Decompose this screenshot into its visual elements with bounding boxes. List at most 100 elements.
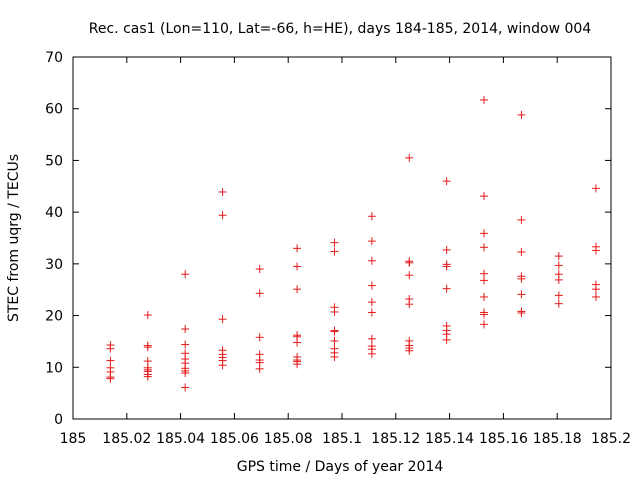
- y-tick-label: 60: [45, 102, 63, 118]
- data-point: [367, 298, 376, 307]
- data-point: [293, 262, 302, 271]
- data-point: [330, 352, 339, 361]
- data-point: [367, 237, 376, 246]
- data-point: [554, 291, 563, 300]
- data-point: [293, 360, 302, 369]
- data-point: [405, 346, 414, 355]
- x-axis: 185 185.02 185.04 185.06 185.08 185.1 185.12 18…: [60, 57, 631, 447]
- data-point: [330, 327, 339, 336]
- x-tick-label: 185.1: [322, 431, 362, 447]
- x-tick-label: 185.04: [156, 431, 205, 447]
- y-tick-label: 50: [45, 153, 63, 169]
- data-point: [367, 281, 376, 290]
- data-point: [143, 357, 152, 366]
- data-point: [442, 284, 451, 293]
- data-point: [330, 247, 339, 256]
- x-tick-label: 185.2: [591, 431, 631, 447]
- data-point: [330, 307, 339, 316]
- x-tick-label: 185: [60, 431, 87, 447]
- data-point: [255, 289, 264, 298]
- x-tick-label: 185.12: [371, 431, 420, 447]
- data-point: [143, 343, 152, 352]
- data-point: [517, 290, 526, 299]
- y-tick-label: 20: [45, 309, 63, 325]
- data-point: [181, 270, 190, 279]
- data-point: [255, 364, 264, 373]
- plot-frame: [72, 56, 612, 420]
- data-point: [591, 184, 600, 193]
- data-point: [517, 110, 526, 119]
- data-point: [293, 338, 302, 347]
- data-point: [218, 187, 227, 196]
- data-point: [480, 229, 489, 238]
- data-point: [181, 368, 190, 377]
- data-point: [255, 333, 264, 342]
- data-point: [517, 308, 526, 317]
- data-point: [405, 271, 414, 280]
- x-tick-label: 185.06: [210, 431, 259, 447]
- data-point: [330, 336, 339, 345]
- data-point: [517, 215, 526, 224]
- data-point: [480, 243, 489, 252]
- data-point: [554, 252, 563, 261]
- data-point: [367, 308, 376, 317]
- data-point: [442, 245, 451, 254]
- chart-title: Rec. cas1 (Lon=110, Lat=-66, h=HE), days…: [89, 21, 592, 37]
- data-point: [106, 344, 115, 353]
- data-point: [106, 374, 115, 383]
- data-points: [106, 95, 600, 392]
- data-point: [367, 256, 376, 265]
- data-point: [367, 334, 376, 343]
- y-tick-label: 30: [45, 257, 63, 273]
- y-axis-label: STEC from uqrg / TECUs: [6, 154, 22, 322]
- data-point: [106, 356, 115, 365]
- y-tick-label: 10: [45, 360, 63, 376]
- data-point: [554, 299, 563, 308]
- data-point: [517, 247, 526, 256]
- data-point: [293, 285, 302, 294]
- data-point: [480, 310, 489, 319]
- data-point: [181, 383, 190, 392]
- data-point: [480, 269, 489, 278]
- y-tick-label: 40: [45, 205, 63, 221]
- data-point: [367, 349, 376, 358]
- data-point: [480, 320, 489, 329]
- data-point: [554, 275, 563, 284]
- data-point: [405, 300, 414, 309]
- data-point: [442, 335, 451, 344]
- x-tick-label: 185.02: [102, 431, 151, 447]
- x-axis-label: GPS time / Days of year 2014: [237, 459, 444, 475]
- data-point: [330, 238, 339, 247]
- data-point: [480, 292, 489, 301]
- data-point: [293, 244, 302, 253]
- data-point: [591, 292, 600, 301]
- data-point: [480, 192, 489, 201]
- x-tick-label: 185.18: [533, 431, 582, 447]
- data-point: [442, 177, 451, 186]
- data-point: [517, 274, 526, 283]
- data-point: [591, 246, 600, 255]
- x-tick-label: 185.16: [479, 431, 528, 447]
- data-point: [255, 265, 264, 274]
- y-tick-label: 70: [45, 50, 63, 66]
- y-tick-label: 0: [54, 412, 63, 428]
- data-point: [367, 212, 376, 221]
- data-point: [554, 261, 563, 270]
- data-point: [405, 153, 414, 162]
- x-tick-label: 185.14: [425, 431, 474, 447]
- data-point: [143, 372, 152, 381]
- x-tick-label: 185.08: [264, 431, 313, 447]
- data-point: [480, 276, 489, 285]
- data-point: [181, 340, 190, 349]
- data-point: [218, 315, 227, 324]
- data-point: [480, 95, 489, 104]
- data-point: [591, 285, 600, 294]
- data-point: [442, 262, 451, 271]
- y-axis: 0 10 20 30 40 50 60 70: [45, 50, 611, 428]
- data-point: [218, 361, 227, 370]
- data-point: [218, 211, 227, 220]
- data-point: [143, 311, 152, 320]
- data-point: [181, 325, 190, 334]
- data-point: [405, 258, 414, 267]
